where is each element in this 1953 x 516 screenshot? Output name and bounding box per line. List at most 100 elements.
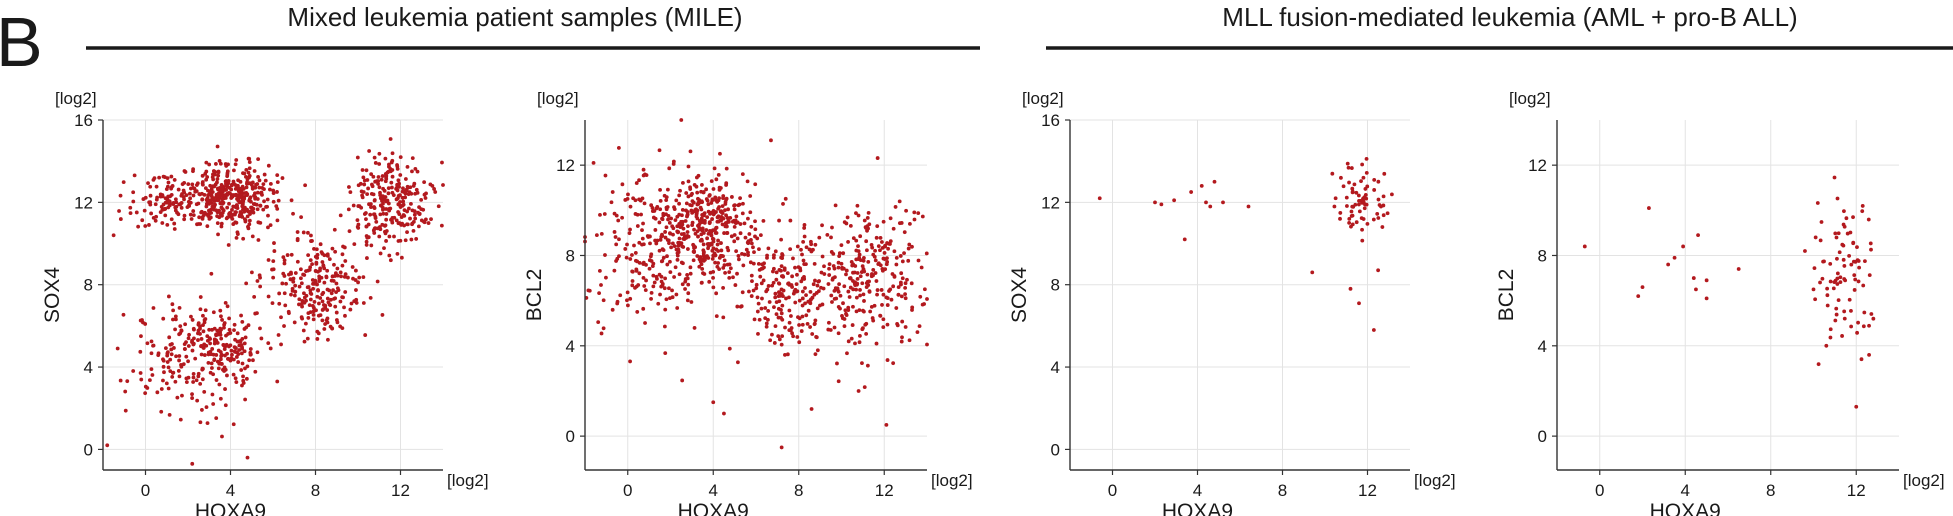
data-point (616, 218, 621, 223)
data-point (423, 196, 428, 200)
data-point (641, 275, 646, 280)
data-point (228, 191, 232, 196)
data-point (610, 190, 615, 194)
data-point (240, 337, 245, 341)
data-point (191, 167, 196, 172)
data-point (234, 355, 239, 359)
data-point (637, 271, 642, 276)
data-point (182, 347, 187, 351)
data-point (356, 204, 361, 208)
data-point (380, 207, 385, 212)
data-point (198, 420, 203, 425)
data-point (233, 376, 238, 381)
data-point (867, 289, 872, 294)
data-point (774, 300, 779, 305)
data-point (899, 271, 904, 276)
data-point (320, 318, 325, 323)
data-point (288, 277, 293, 282)
data-point (798, 266, 802, 271)
data-point (795, 272, 799, 277)
data-point (858, 274, 863, 279)
data-point (386, 191, 391, 196)
data-point (293, 289, 298, 294)
data-point (660, 281, 665, 286)
data-point (207, 201, 212, 206)
data-point (320, 260, 325, 264)
data-point (186, 336, 191, 341)
data-point (766, 309, 771, 313)
data-point (207, 162, 212, 167)
data-point (869, 242, 874, 247)
data-point (783, 196, 788, 201)
data-point (1825, 293, 1830, 298)
data-point (650, 264, 655, 269)
data-point (276, 198, 281, 203)
data-point (868, 309, 873, 314)
data-point (803, 286, 807, 290)
data-point (203, 317, 208, 321)
data-point (882, 257, 887, 261)
y-tick-label: 8 (1538, 246, 1547, 265)
group-header-mile: Mixed leukemia patient samples (MILE) (86, 2, 980, 50)
data-point (663, 276, 668, 281)
data-point (181, 188, 186, 193)
data-point (356, 226, 361, 230)
data-point (306, 316, 311, 320)
data-point (1350, 213, 1355, 218)
data-point (166, 180, 171, 185)
data-point (149, 367, 154, 372)
data-point (219, 314, 223, 319)
data-point (661, 255, 666, 260)
data-point (178, 201, 183, 206)
data-point (334, 310, 339, 315)
data-point (253, 185, 258, 190)
data-point (1704, 278, 1709, 283)
data-point (755, 309, 760, 314)
data-point (839, 243, 844, 248)
data-point (729, 234, 734, 239)
data-point (709, 179, 714, 184)
data-point (419, 218, 424, 223)
data-point (302, 339, 307, 344)
data-point (405, 222, 409, 227)
data-point (830, 225, 834, 230)
data-point (781, 288, 786, 293)
group-title-mile: Mixed leukemia patient samples (MILE) (287, 2, 742, 32)
data-point (173, 327, 177, 332)
data-point (191, 185, 196, 190)
data-point (343, 259, 348, 263)
data-point (799, 247, 803, 252)
data-point (645, 234, 650, 238)
data-point (136, 224, 141, 229)
data-point (211, 169, 216, 173)
data-point (856, 257, 861, 262)
data-point (620, 182, 625, 187)
data-point (881, 317, 886, 322)
data-point (194, 183, 199, 187)
data-point (657, 248, 662, 253)
data-point (803, 301, 807, 306)
data-point (635, 224, 640, 228)
data-point (1852, 273, 1857, 278)
data-point (377, 185, 382, 190)
data-point (406, 185, 410, 190)
data-point (773, 249, 778, 254)
data-point (312, 300, 317, 304)
data-point (855, 271, 860, 275)
data-point (366, 222, 371, 227)
data-point (171, 308, 176, 313)
data-point (1360, 227, 1364, 232)
data-point (648, 241, 652, 246)
data-point (902, 251, 906, 256)
data-point (223, 196, 228, 200)
y-tick-label: 0 (84, 440, 93, 459)
data-point (1349, 209, 1354, 214)
data-point (759, 266, 764, 271)
x-axis-label: HOXA9 (1162, 500, 1233, 516)
data-point (765, 253, 769, 258)
data-point (603, 173, 608, 178)
data-point (840, 265, 845, 270)
data-point (201, 345, 206, 350)
data-point (891, 361, 896, 366)
data-point (780, 334, 785, 339)
